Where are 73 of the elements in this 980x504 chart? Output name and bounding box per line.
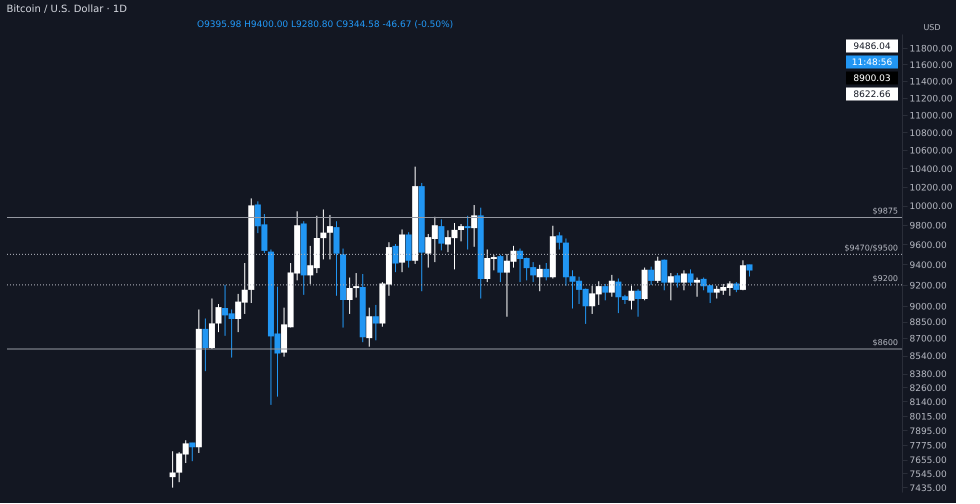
y-tick-label: 10000.00 bbox=[910, 202, 953, 212]
candlestick bbox=[602, 283, 608, 301]
y-tick-label: 7435.00 bbox=[910, 484, 947, 494]
ref-line-label: $8600 bbox=[872, 338, 898, 347]
ref-line-label: $9470/$9500 bbox=[844, 243, 898, 252]
candlestick bbox=[536, 264, 543, 292]
candlestick bbox=[661, 258, 668, 291]
ref-line-label: $9875 bbox=[872, 206, 898, 216]
chart-title: Bitcoin / U.S. Dollar · 1D bbox=[6, 4, 128, 15]
y-tick-label: 8540.00 bbox=[910, 352, 947, 362]
candlestick bbox=[497, 254, 504, 283]
y-tick-label: 9400.00 bbox=[910, 260, 947, 271]
candlestick bbox=[746, 264, 752, 278]
y-tick-label: 8140.00 bbox=[910, 398, 947, 408]
y-tick-label: 11800.00 bbox=[910, 44, 953, 55]
candlestick bbox=[668, 272, 674, 301]
y-tick-label: 8850.00 bbox=[910, 318, 947, 328]
candlestick bbox=[648, 266, 654, 286]
y-tick-label: 9800.00 bbox=[910, 221, 947, 232]
candlestick bbox=[170, 450, 176, 488]
annotation: 8622.66 bbox=[853, 90, 891, 100]
candlestick bbox=[320, 209, 326, 260]
y-tick-label: 7895.00 bbox=[910, 426, 947, 437]
annotation: 9486.04 bbox=[853, 42, 891, 52]
y-tick-label: 9200.00 bbox=[910, 281, 947, 292]
candlestick bbox=[694, 277, 700, 298]
y-tick-label: 11600.00 bbox=[910, 60, 953, 71]
candlestick bbox=[635, 288, 642, 318]
candlestick bbox=[202, 318, 208, 372]
candlestick bbox=[392, 244, 398, 273]
y-tick-label: 9600.00 bbox=[910, 240, 947, 251]
y-tick-label: 7545.00 bbox=[910, 470, 947, 480]
annotation: 11:48:56 bbox=[852, 58, 892, 68]
y-tick-label: 9000.00 bbox=[910, 302, 947, 312]
candlestick bbox=[366, 307, 372, 348]
text: O9395.98 H9400.00 L9280.80 C9344.58 -46.67 (-0.50%) bbox=[197, 20, 454, 30]
y-tick-label: 7775.00 bbox=[910, 441, 947, 452]
candlestick bbox=[733, 282, 740, 293]
y-tick-label: 10200.00 bbox=[910, 183, 953, 194]
candlestick bbox=[654, 256, 661, 284]
candlestick bbox=[464, 215, 471, 250]
candlestick bbox=[458, 224, 464, 242]
y-tick-label: 7655.00 bbox=[910, 456, 947, 466]
annotation: 8900.03 bbox=[853, 74, 891, 84]
candlestick bbox=[674, 272, 680, 288]
candlestick bbox=[353, 272, 360, 298]
y-tick-label: 8015.00 bbox=[910, 412, 947, 422]
candlestick bbox=[471, 204, 478, 248]
candlestick bbox=[346, 277, 353, 314]
candlestick bbox=[680, 270, 687, 291]
ref-line-label: $9200 bbox=[872, 274, 898, 283]
y-tick-label: 10400.00 bbox=[910, 164, 953, 175]
candlestick bbox=[556, 232, 562, 250]
y-tick-label: 11400.00 bbox=[910, 78, 953, 88]
candlestick bbox=[326, 214, 333, 260]
candlestick bbox=[628, 285, 634, 310]
candlestick bbox=[608, 274, 615, 298]
y-tick-label: 8380.00 bbox=[910, 370, 947, 380]
candlestick bbox=[688, 268, 694, 286]
text: USD bbox=[923, 23, 941, 32]
candlestick bbox=[216, 303, 222, 333]
y-tick-label: 11000.00 bbox=[910, 111, 953, 122]
candlestick bbox=[543, 262, 550, 281]
y-tick-label: 8700.00 bbox=[910, 334, 947, 344]
y-tick-label: 10600.00 bbox=[910, 146, 953, 157]
candlestick bbox=[208, 298, 215, 350]
y-tick-label: 10800.00 bbox=[910, 128, 953, 139]
candlestick bbox=[372, 304, 379, 341]
y-tick-label: 11200.00 bbox=[910, 94, 953, 104]
candlestick bbox=[740, 260, 746, 291]
candlestick bbox=[438, 218, 444, 251]
y-tick-label: 8260.00 bbox=[910, 384, 947, 394]
candlestick bbox=[189, 442, 196, 462]
